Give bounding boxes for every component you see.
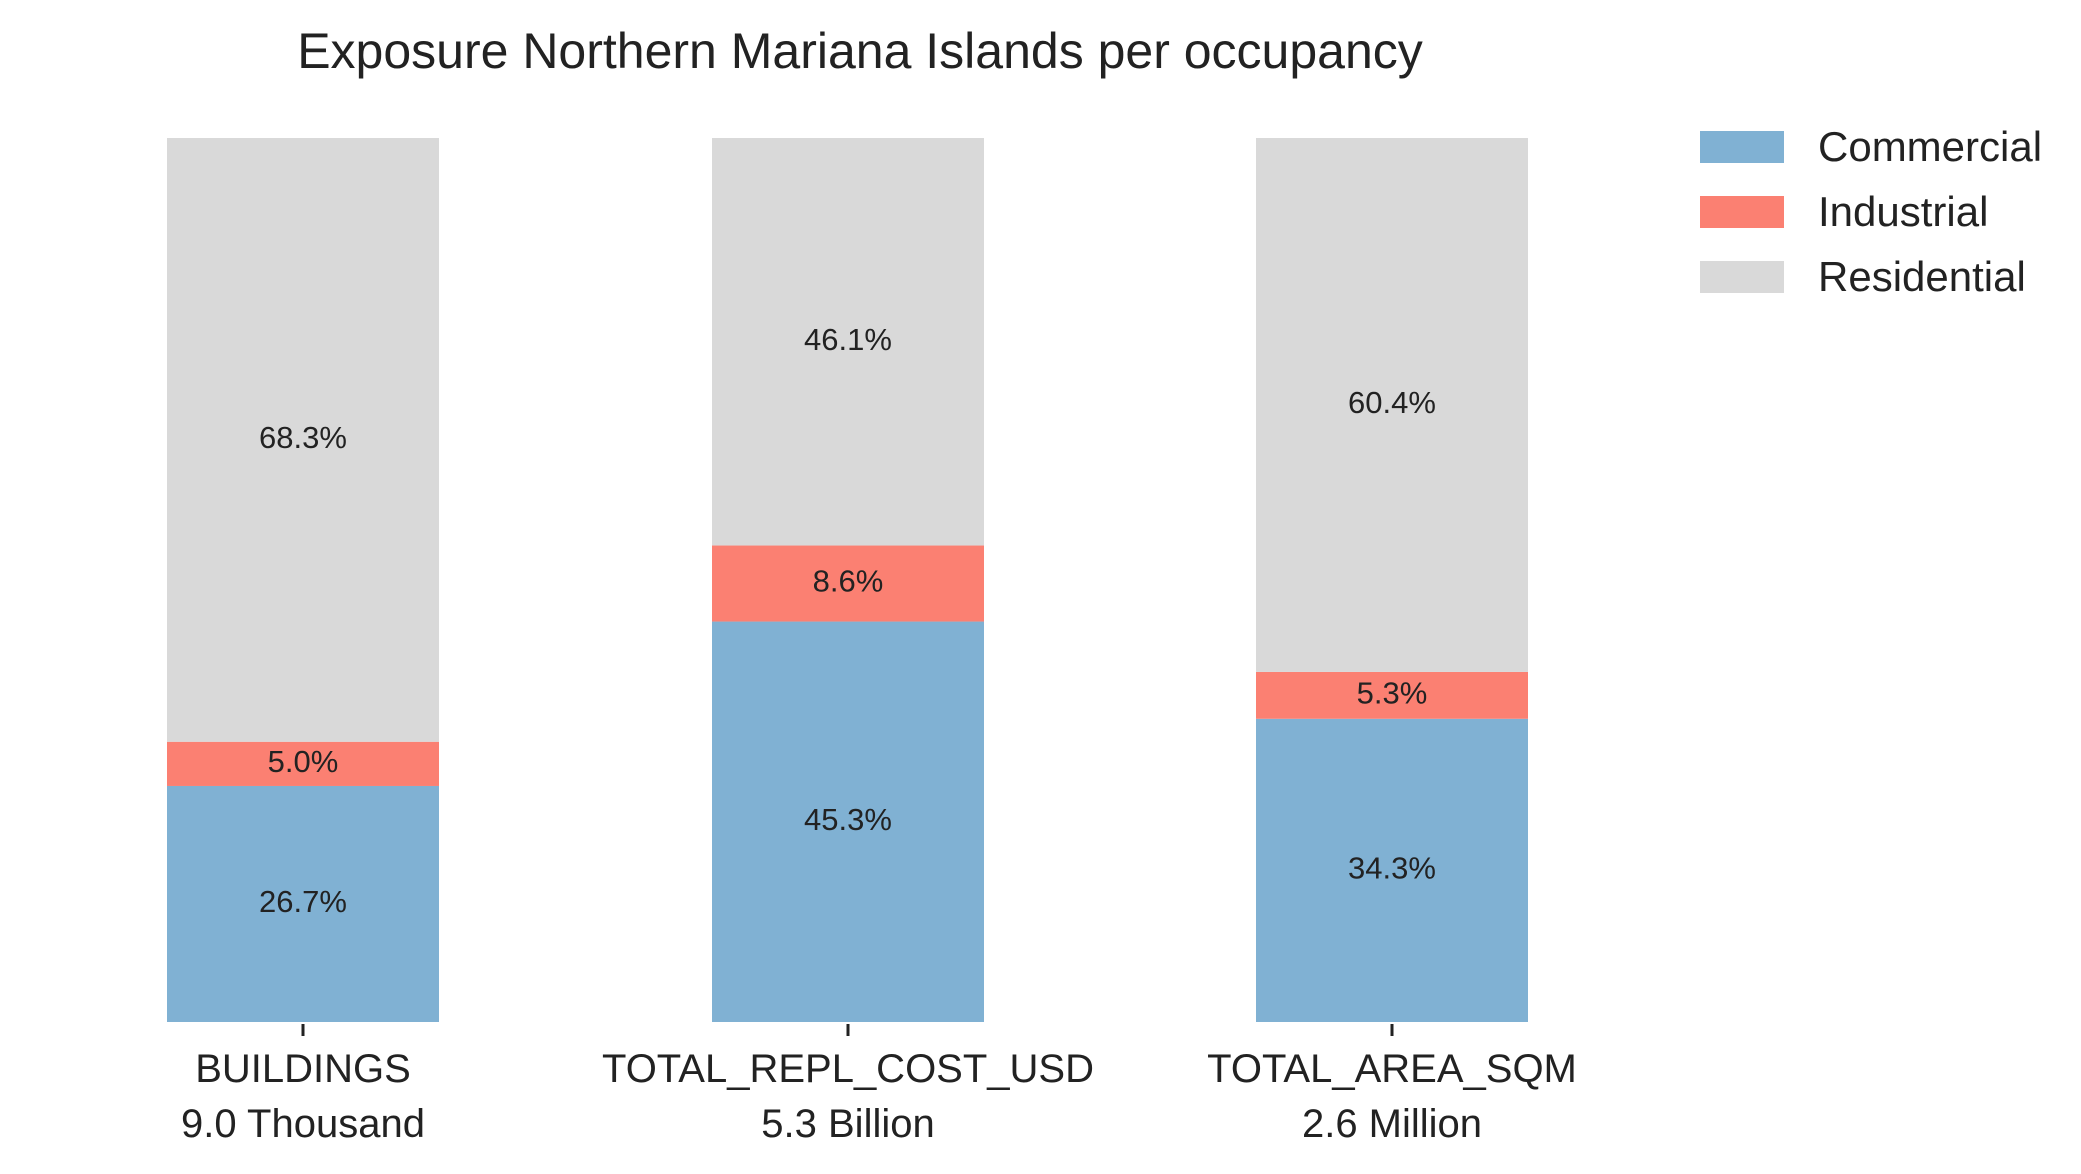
x-tick-total-total_repl_cost_usd: 5.3 Billion	[761, 1102, 934, 1146]
legend-item-residential: Residential	[1700, 252, 2026, 302]
x-tick-label-buildings: BUILDINGS	[195, 1047, 411, 1091]
bar-segment-residential-total_repl_cost_usd	[712, 138, 984, 546]
bar-segment-commercial-total_repl_cost_usd	[712, 621, 984, 1022]
legend-swatch-residential	[1700, 261, 1784, 293]
chart-title: Exposure Northern Mariana Islands per oc…	[297, 23, 1423, 79]
bar-segment-industrial-total_repl_cost_usd	[712, 545, 984, 622]
legend-label-industrial: Industrial	[1818, 188, 1989, 235]
bar-segment-residential-total_area_sqm	[1256, 138, 1528, 672]
x-tick-total-buildings: 9.0 Thousand	[181, 1102, 425, 1146]
legend-label-commercial: Commercial	[1818, 123, 2043, 170]
x-tick-label-total_repl_cost_usd: TOTAL_REPL_COST_USD	[602, 1047, 1094, 1091]
data-label-industrial-buildings: 5.0%	[268, 744, 339, 779]
data-label-residential-total_area_sqm: 60.4%	[1348, 385, 1436, 420]
x-tick-total-total_area_sqm: 2.6 Million	[1302, 1102, 1482, 1146]
bar-segment-industrial-buildings	[167, 741, 439, 786]
legend-swatch-commercial	[1700, 131, 1784, 163]
bar-segment-industrial-total_area_sqm	[1256, 671, 1528, 719]
data-label-residential-total_repl_cost_usd: 46.1%	[804, 322, 892, 357]
legend-swatch-industrial	[1700, 196, 1784, 228]
legend-item-industrial: Industrial	[1700, 187, 1988, 237]
bar-segment-residential-buildings	[167, 138, 439, 742]
legend-item-commercial: Commercial	[1700, 122, 2042, 172]
data-label-commercial-total_area_sqm: 34.3%	[1348, 851, 1436, 886]
data-label-residential-buildings: 68.3%	[259, 420, 347, 455]
legend-label-residential: Residential	[1818, 253, 2026, 300]
bar-segment-commercial-buildings	[167, 785, 439, 1022]
data-label-industrial-total_area_sqm: 5.3%	[1357, 676, 1428, 711]
data-label-commercial-buildings: 26.7%	[259, 884, 347, 919]
data-label-commercial-total_repl_cost_usd: 45.3%	[804, 802, 892, 837]
bar-segment-commercial-total_area_sqm	[1256, 718, 1528, 1022]
x-tick-label-total_area_sqm: TOTAL_AREA_SQM	[1207, 1047, 1577, 1091]
data-label-industrial-total_repl_cost_usd: 8.6%	[813, 564, 884, 599]
